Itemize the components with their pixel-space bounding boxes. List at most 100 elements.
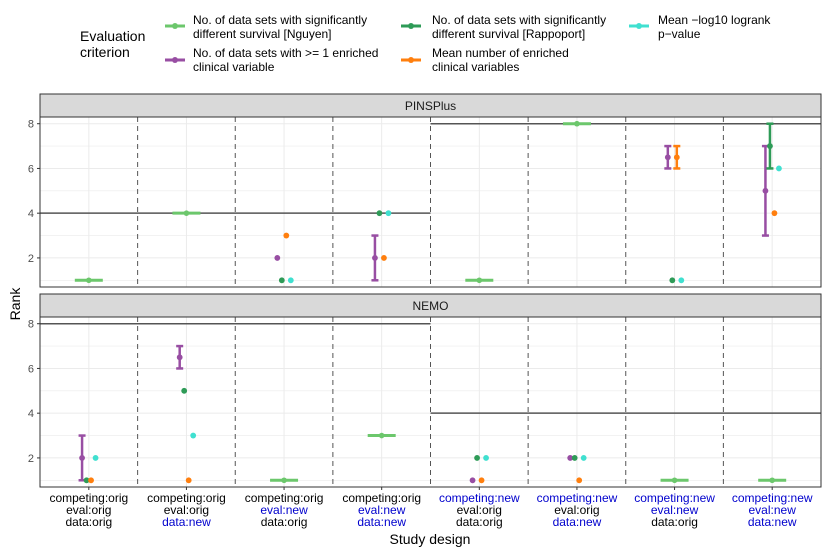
y-tick-label: 4 bbox=[28, 208, 34, 220]
point-logrank bbox=[92, 455, 99, 461]
point-mean_enriched bbox=[478, 477, 485, 484]
point-logrank bbox=[678, 277, 685, 284]
point-dot bbox=[274, 255, 281, 261]
legend-label-line2: p−value bbox=[658, 27, 701, 41]
y-tick-label: 4 bbox=[28, 408, 34, 420]
x-category-label-line: eval:new bbox=[358, 503, 406, 517]
point-dot bbox=[671, 477, 678, 484]
x-category-label-line: data:orig bbox=[65, 515, 112, 529]
x-category-label-line: competing:new bbox=[732, 491, 813, 505]
legend-key-dot bbox=[408, 57, 414, 63]
point-dot bbox=[381, 255, 387, 261]
point-mean_enriched bbox=[283, 232, 290, 239]
panel-nemo: NEMO 2 4 6 8 bbox=[28, 293, 822, 490]
x-category-label-line: eval:new bbox=[651, 503, 699, 517]
point-dot bbox=[283, 232, 290, 239]
legend-title-line1: Evaluation bbox=[80, 28, 145, 44]
legend-item-rappoport: No. of data sets with significantly diff… bbox=[401, 13, 606, 41]
point-logrank bbox=[776, 165, 782, 172]
y-tick-label: 2 bbox=[28, 453, 34, 465]
point-dot bbox=[181, 387, 188, 394]
point-rappoport bbox=[278, 277, 285, 284]
x-axis-category-labels: competing:origeval:origdata:origcompetin… bbox=[49, 491, 812, 529]
point-dot bbox=[478, 477, 485, 484]
point-logrank bbox=[483, 455, 489, 461]
point-rappoport bbox=[83, 477, 90, 484]
x-category-label-line: data:orig bbox=[651, 515, 698, 529]
point-rappoport bbox=[181, 387, 188, 394]
legend-key-dot bbox=[172, 57, 178, 63]
y-tick-label: 2 bbox=[28, 253, 34, 265]
point-nguyen bbox=[367, 432, 396, 439]
point-dot bbox=[571, 455, 578, 461]
point-dot bbox=[767, 143, 773, 149]
legend-item-enriched-any: No. of data sets with >= 1 enriched clin… bbox=[165, 46, 378, 74]
point-dot bbox=[190, 432, 197, 439]
point-dot bbox=[576, 477, 583, 484]
x-category-label-line: competing:new bbox=[537, 491, 618, 505]
x-category-label-line: eval:new bbox=[260, 503, 308, 517]
legend-item-logrank: Mean −log10 logrank p−value bbox=[629, 13, 771, 41]
point-logrank bbox=[287, 277, 294, 284]
x-axis-title: Study design bbox=[390, 531, 471, 547]
point-enriched_any bbox=[274, 255, 281, 261]
x-category-label-line: competing:orig bbox=[49, 491, 128, 505]
legend-label-line1: No. of data sets with >= 1 enriched bbox=[193, 46, 378, 60]
legend-item-mean-enriched: Mean number of enriched clinical variabl… bbox=[401, 46, 569, 74]
point-dot bbox=[86, 277, 92, 284]
point-nguyen bbox=[270, 477, 299, 484]
point-dot bbox=[580, 455, 587, 461]
facet-strip-title: PINSPlus bbox=[405, 99, 456, 113]
point-dot bbox=[278, 277, 285, 284]
x-category-label-line: eval:orig bbox=[554, 503, 599, 517]
point-dot bbox=[769, 477, 775, 484]
legend-key-dot bbox=[408, 23, 414, 29]
y-tick-label: 6 bbox=[28, 363, 34, 375]
point-dot bbox=[287, 277, 294, 284]
facet-panels: PINSPlus 2 4 6 8 NEMO 2 4 6 8 bbox=[28, 93, 822, 490]
point-mean_enriched bbox=[576, 477, 583, 484]
x-category-label-line: data:new bbox=[553, 515, 602, 529]
point-dot bbox=[385, 210, 392, 217]
point-dot bbox=[79, 455, 85, 461]
legend-label-line2: clinical variable bbox=[193, 60, 275, 74]
point-enriched_any bbox=[371, 234, 379, 282]
point-dot bbox=[574, 120, 580, 127]
point-dot bbox=[183, 210, 190, 216]
point-enriched_any bbox=[469, 477, 476, 484]
point-dot bbox=[378, 432, 385, 439]
x-category-label-line: competing:orig bbox=[342, 491, 421, 505]
legend-title-line2: criterion bbox=[80, 44, 130, 60]
legend-label-line1: Mean number of enriched bbox=[432, 46, 569, 60]
point-dot bbox=[771, 210, 778, 217]
point-logrank bbox=[190, 432, 197, 439]
point-dot bbox=[372, 255, 378, 261]
y-tick-label: 8 bbox=[28, 119, 34, 131]
x-category-label-line: data:new bbox=[162, 515, 211, 529]
x-category-label-line: competing:orig bbox=[147, 491, 226, 505]
panel-border bbox=[39, 316, 822, 488]
point-mean_enriched bbox=[673, 144, 681, 170]
point-enriched_any bbox=[176, 344, 184, 370]
y-tick-label: 8 bbox=[28, 319, 34, 331]
point-nguyen bbox=[74, 277, 103, 284]
point-dot bbox=[678, 277, 685, 284]
legend-label-line2: different survival [Rappoport] bbox=[432, 27, 585, 41]
point-dot bbox=[469, 477, 476, 484]
panel-pinsplus: PINSPlus 2 4 6 8 bbox=[28, 93, 822, 288]
x-category-label-line: competing:orig bbox=[245, 491, 324, 505]
point-rappoport bbox=[474, 455, 480, 461]
point-dot bbox=[474, 455, 480, 461]
point-dot bbox=[176, 354, 183, 361]
point-rappoport bbox=[571, 455, 578, 461]
legend-key-dot bbox=[172, 23, 178, 29]
x-category-label-line: eval:orig bbox=[457, 503, 502, 517]
